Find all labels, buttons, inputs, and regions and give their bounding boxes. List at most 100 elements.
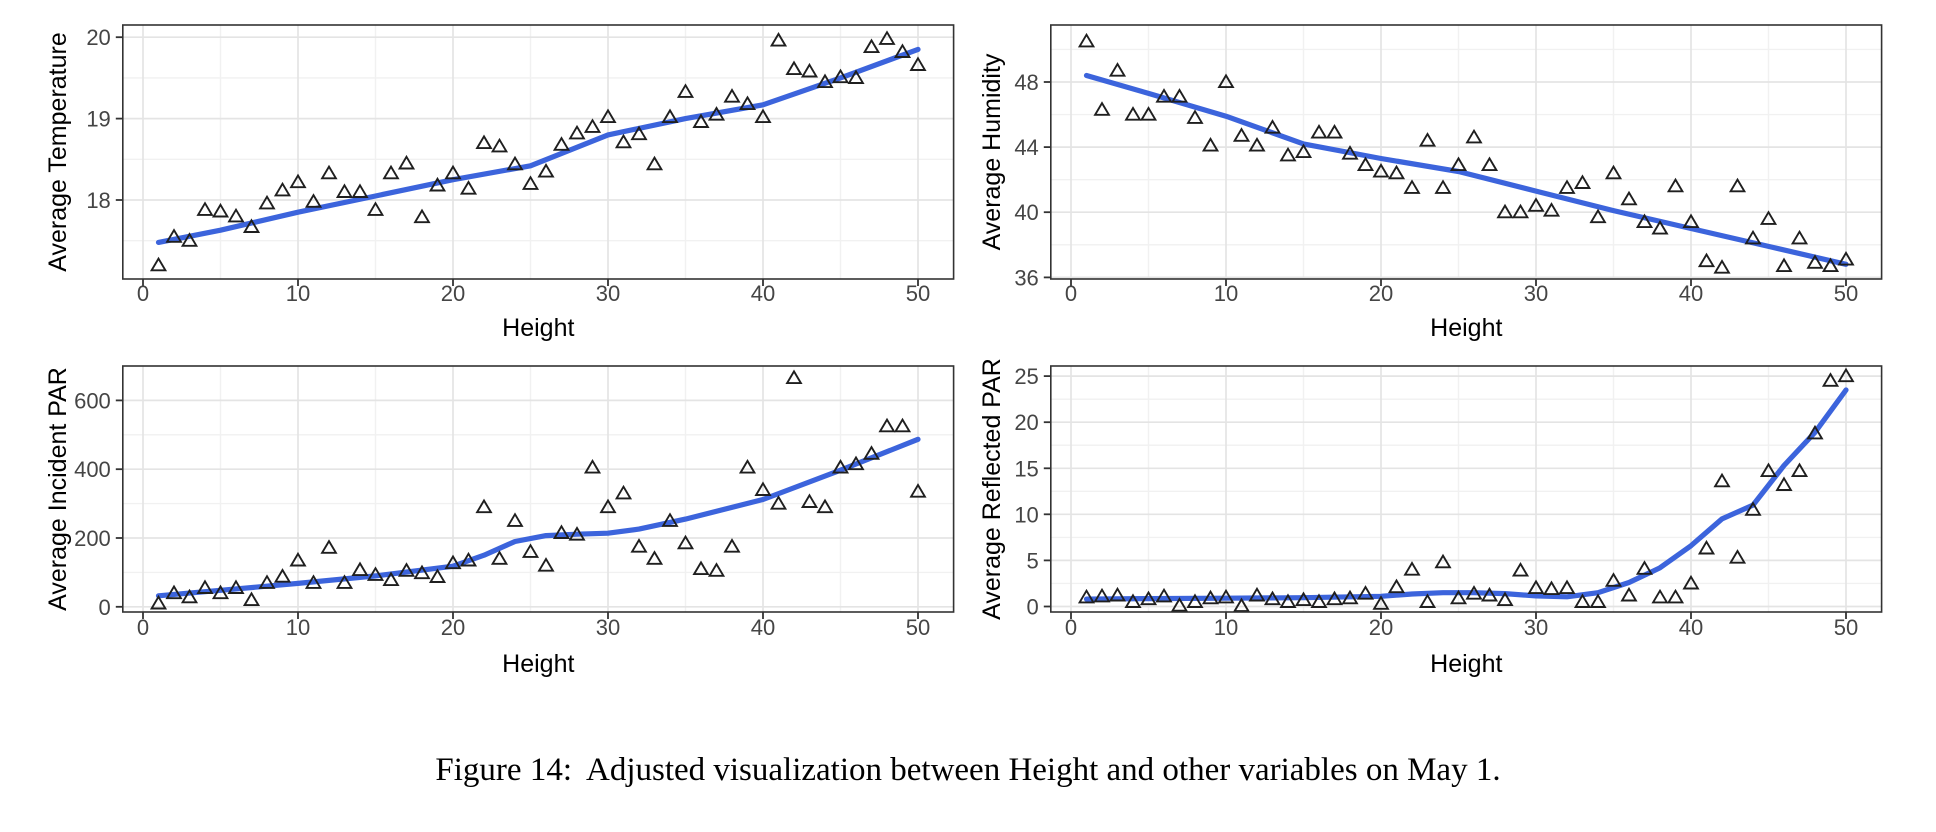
x-tick-label: 0 [137,615,149,640]
data-point-triangle [800,493,819,508]
x-tick-label: 20 [1369,281,1393,306]
data-point-triangle [1403,179,1421,194]
scatter-plot-average-temperature: 0 10 20 30 40 50 18 19 20 Height Average Temperatu… [0,0,968,345]
y-tick-label: 20 [86,25,110,50]
data-point-triangle [1697,252,1716,268]
data-point-triangle [1263,119,1282,134]
data-point-triangle [1837,251,1855,266]
average-temperature-chart-svg: 0 10 20 30 40 50 18 19 20 Height Average Temperatu… [44,24,955,342]
smooth-trend-line [1083,72,1849,267]
y-tick-label: 0 [99,595,111,620]
data-point-triangle [1155,88,1173,103]
data-point-triangle [769,32,788,47]
smooth-trend-line [1083,387,1849,602]
data-point-triangle [1325,590,1344,606]
data-point-triangle [847,455,865,471]
data-point-triangle [258,194,276,210]
data-point-triangle [1310,593,1328,608]
data-point-triangle [1728,177,1747,193]
data-point-triangle [1480,156,1499,172]
data-point-triangle [506,155,524,171]
data-point-triangle [475,498,493,514]
data-point-triangle [304,574,323,589]
data-point-triangle [444,554,462,570]
data-point-triangle [800,62,819,78]
average-humidity-chart-svg: 0 10 20 30 40 50 36 40 44 48 Height Average Humidit… [978,24,1883,342]
data-point-triangle [785,60,803,76]
data-point-triangle [1542,202,1561,217]
data-point-triangle [878,417,896,433]
data-point-triangle [227,207,245,223]
data-point-triangle [552,524,571,539]
data-point-triangle [568,526,586,541]
data-point-triangle [831,68,850,84]
data-point-triangle [1635,560,1654,575]
data-point-triangle [1449,589,1468,605]
data-point-triangle [862,445,881,460]
y-tick-label: 0 [1027,595,1039,620]
data-point-triangle [521,543,540,558]
data-point-triangle [676,83,695,98]
data-point-triangle [1108,586,1127,602]
data-point-triangle [180,588,199,604]
panel-border [1050,24,1883,280]
data-point-triangle [1713,259,1731,274]
y-axis-title: Average Incident PAR [44,367,72,611]
data-point-triangle [1480,586,1499,602]
data-point-triangle [1775,257,1793,273]
data-point-triangle [1806,424,1824,440]
data-point-triangle [1666,588,1685,604]
y-tick-label: 400 [74,457,111,482]
data-point-triangle [1728,549,1747,564]
data-point-triangle [552,136,571,151]
data-point-triangle [180,232,199,247]
data-point-triangle [1775,476,1793,491]
data-point-triangle [1682,213,1700,229]
y-axis-title: Average Humidity [978,53,1006,250]
data-point-triangle [537,557,555,572]
data-point-triangle [754,481,772,496]
average-incident-par-chart-svg: 0 10 20 30 40 50 0 200 400 600 Height Average Incid… [44,365,955,678]
data-point-triangle [1790,462,1809,478]
data-point-triangle [568,124,586,140]
average-reflected-par-chart-svg: 0 10 20 30 40 50 0 5 10 15 20 25 Height Average Refle… [978,358,1883,678]
data-point-triangle [1744,501,1762,516]
data-point-triangle [878,30,896,45]
figure-caption: Figure 14: Adjusted visualization between… [0,752,1936,789]
data-point-triangle [351,561,369,577]
data-point-triangle [599,108,617,124]
data-point-triangle [1170,88,1189,103]
data-point-triangle [211,584,230,600]
data-point-triangle [242,218,261,233]
data-point-triangle [165,228,183,243]
data-point-triangle [893,43,912,58]
x-tick-label: 50 [906,281,930,306]
data-point-triangle [506,512,524,527]
data-point-triangle [1263,590,1282,606]
data-point-triangle [661,512,679,527]
data-point-triangle [1465,585,1483,600]
data-point-triangle [1232,127,1251,142]
data-point-triangle [1604,164,1623,180]
x-tick-label: 40 [751,281,775,306]
x-tick-label: 50 [1834,615,1858,640]
y-tick-label: 15 [1014,456,1038,481]
data-point-triangle [1372,595,1390,610]
x-axis-title: Height [1430,650,1502,678]
x-tick-label: 50 [1834,281,1858,306]
data-point-triangle [1511,562,1530,577]
data-point-triangle [723,88,741,103]
data-point-triangle [1124,106,1142,121]
data-point-triangle [1201,589,1220,605]
data-point-triangle [754,108,772,124]
x-axis-title: Height [1430,314,1502,342]
data-point-triangle [1139,590,1158,606]
y-tick-label: 20 [1014,410,1038,435]
x-tick-label: 0 [137,281,149,306]
data-point-triangle [1294,591,1313,607]
data-point-triangle [1573,174,1592,189]
data-point-triangle [1356,585,1375,600]
data-point-triangle [1589,593,1607,608]
data-point-triangle [1821,257,1840,273]
